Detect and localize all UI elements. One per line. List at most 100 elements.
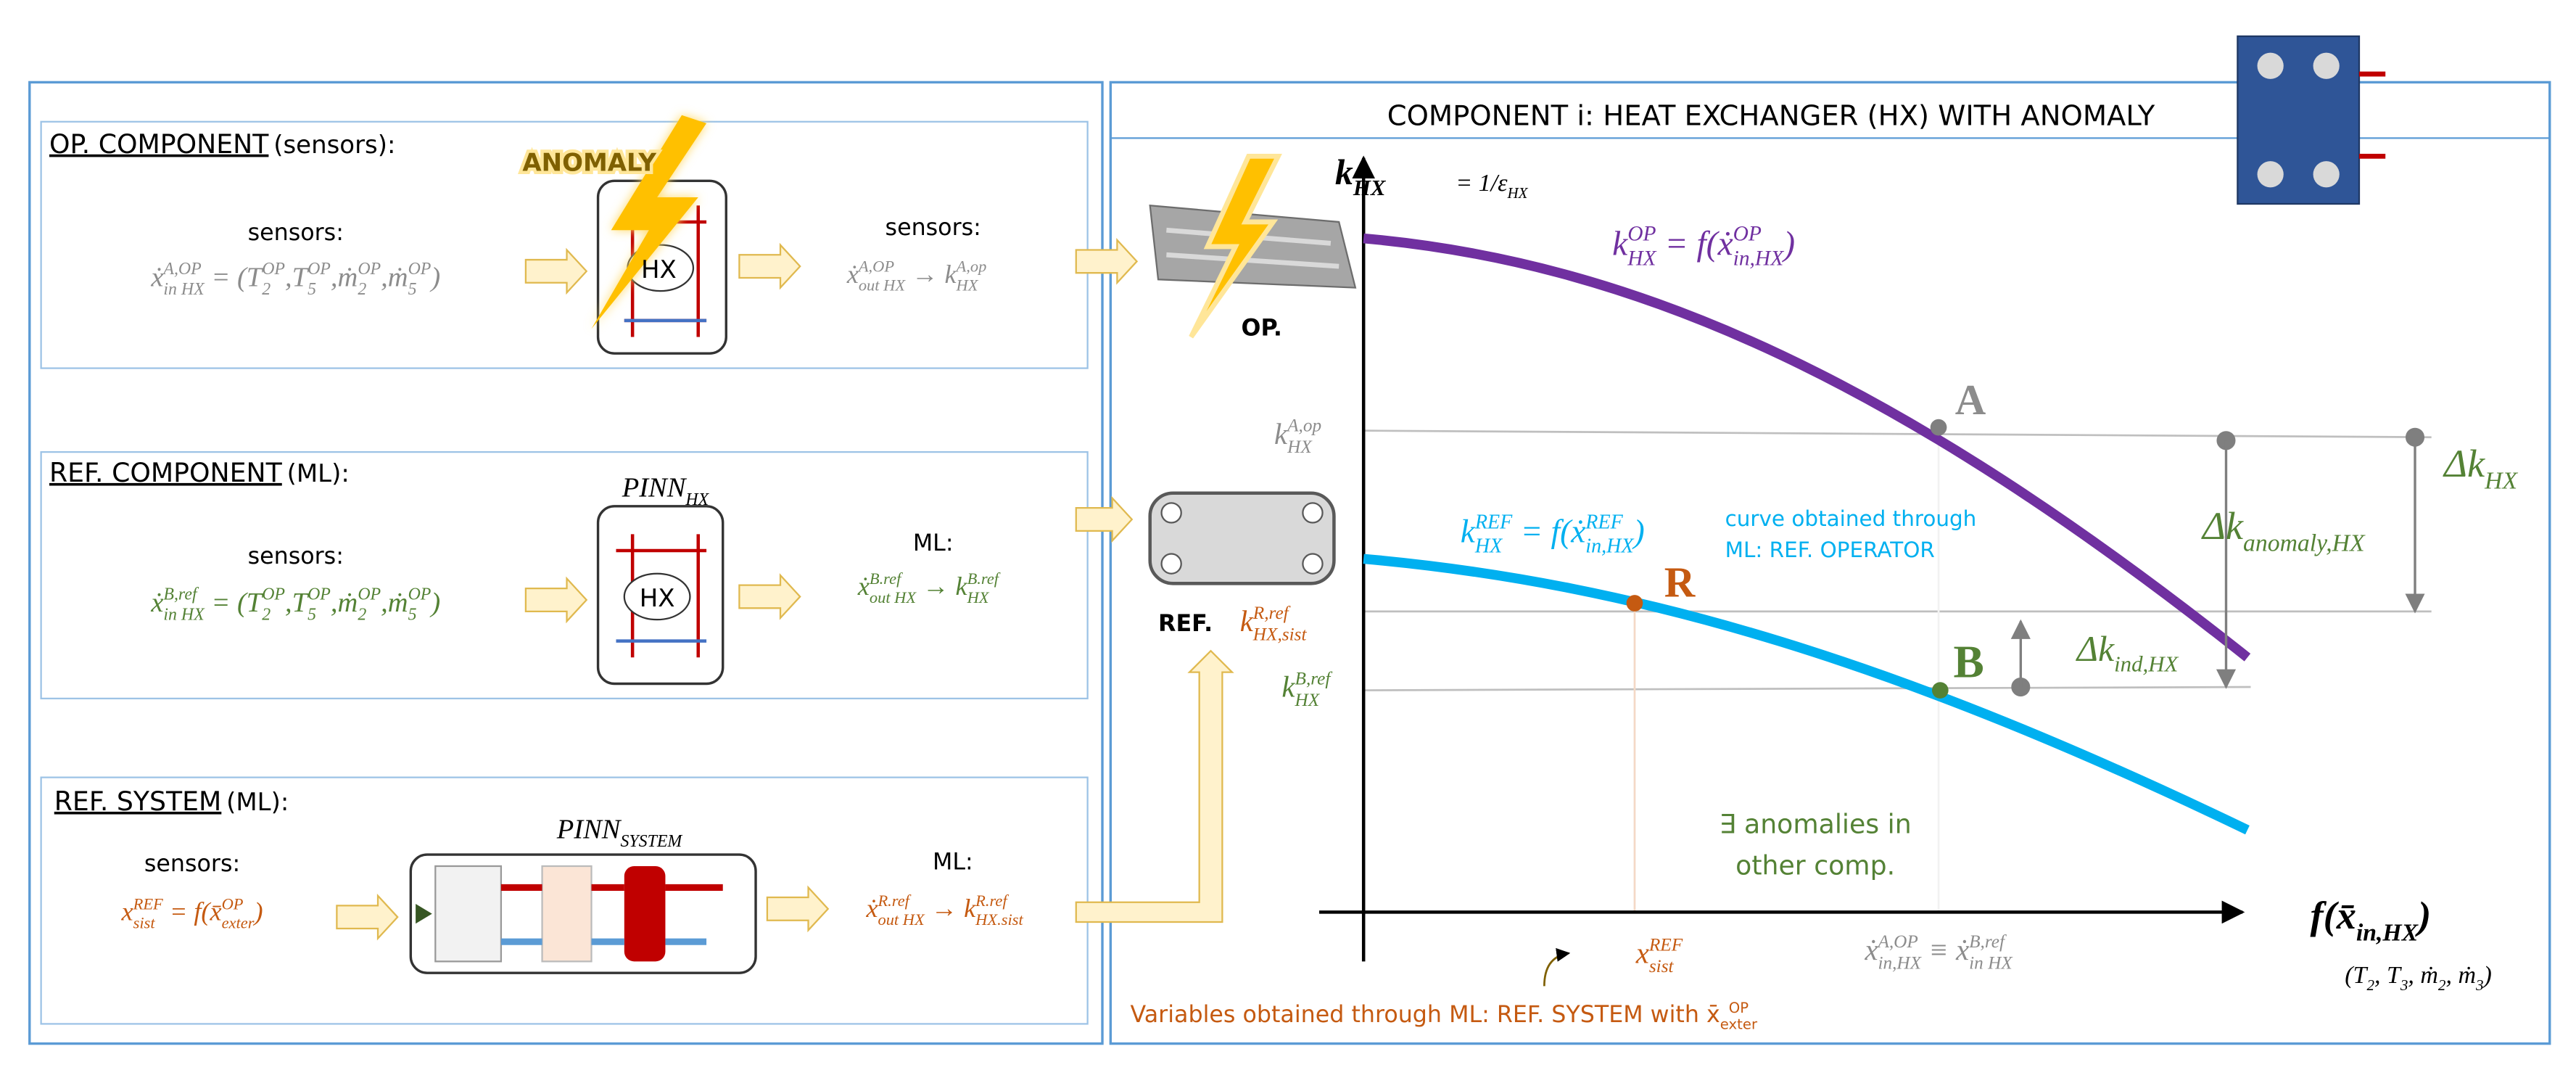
math-part: ) — [2414, 894, 2431, 937]
math-part: Δk — [2443, 442, 2485, 485]
math-part: R.ref — [877, 892, 911, 910]
math-part: 5 — [307, 280, 316, 299]
math-part: in,HX — [1733, 247, 1785, 271]
math-part: = (T — [205, 588, 264, 618]
section-title: REF. COMPONENT — [49, 457, 283, 488]
math-part: f(x̄ — [2310, 894, 2356, 937]
math-part: out HX — [870, 588, 917, 606]
math-part: REF — [1474, 511, 1513, 534]
output-formula: ẋout HXA,OP → kHXA,op — [846, 258, 987, 295]
math-part: OP — [307, 260, 331, 279]
delta-label: ΔkHX — [2443, 442, 2518, 494]
math-part: k — [1281, 671, 1295, 704]
delta-label: Δkanomaly,HX — [2201, 504, 2366, 556]
ml-label: ML: — [913, 530, 954, 556]
math-part: A,OP — [1876, 931, 1917, 952]
math-part: ẋ — [865, 894, 878, 923]
math-part: 2 — [358, 280, 366, 299]
math-part: , T — [2374, 962, 2402, 989]
math-part: OP — [1729, 1000, 1749, 1016]
math-part: ) — [2482, 962, 2492, 989]
y-value-label: kHXB,ref — [1281, 669, 1332, 710]
section-note: (ML): — [226, 788, 289, 817]
op-curve — [1363, 233, 2251, 662]
math-part: A,OP — [857, 258, 895, 276]
math-part: ) — [252, 897, 263, 926]
y-axis-label: kHX — [1335, 152, 1387, 200]
math-part: in HX — [163, 605, 205, 624]
left-panel — [28, 81, 1104, 1045]
math-part: OP — [358, 260, 381, 279]
math-part: OP — [408, 585, 432, 604]
y-axis-def: = 1/εHX — [1456, 170, 1528, 202]
math-part: 5 — [408, 605, 417, 624]
ref-curve-label: kHXREF = f(ẋin,HXREF) — [1461, 511, 1645, 558]
anomalies-note: other comp. — [1735, 849, 1895, 881]
math-part: OP — [222, 894, 244, 913]
math-part: ,ṁ — [381, 588, 408, 618]
math-part: ind,HX — [2114, 651, 2179, 677]
input-formula: ẋin HXB,ref = (T2OP,T5OP,ṁ2OP,ṁ5OP) — [150, 585, 440, 625]
math-part: HX — [2484, 467, 2518, 494]
math-part: = f(x̄ — [163, 897, 222, 926]
math-part: HX — [1287, 437, 1313, 457]
sys-box — [40, 776, 1089, 1025]
y-value-label: kHXA,op — [1274, 416, 1321, 457]
x-value-label: ẋin,HXA,OP ≡ ẋin HXB,ref — [1864, 931, 2013, 973]
system-block — [409, 853, 757, 974]
footnote: Variables obtained through ML: REF. SYST… — [1131, 1000, 1758, 1033]
sensors-label: sensors: — [144, 851, 240, 877]
math-part: OP — [262, 260, 285, 279]
math-part: B.ref — [967, 569, 1001, 588]
math-part: HX.sist — [975, 910, 1023, 929]
math-part: R,ref — [1252, 603, 1291, 623]
sensors-label: sensors: — [248, 543, 344, 569]
y-value-label: kHX,sistR,ref — [1240, 603, 1308, 644]
ref-label: REF. — [1158, 611, 1213, 637]
math-part: out HX — [859, 276, 907, 295]
math-part: in,HX — [1585, 535, 1635, 557]
math-part: 3 — [2400, 976, 2408, 994]
math-part: k — [1612, 225, 1628, 263]
math-part: 2 — [262, 605, 271, 624]
math-part: ) — [1781, 225, 1795, 263]
math-part: HX — [956, 276, 979, 295]
math-part: ẋ — [857, 572, 870, 601]
math-part: ,T — [285, 262, 310, 292]
math-part: exter — [1720, 1016, 1758, 1033]
point-label: A — [1955, 376, 1986, 424]
right-panel — [1109, 81, 2551, 1045]
hx-label: HX — [641, 255, 677, 284]
math-part: REF — [1648, 934, 1683, 955]
x-axis-vars: (T2, T3, ṁ2, ṁ3) — [2345, 962, 2492, 994]
math-part: REF — [133, 894, 163, 913]
math-part: → k — [905, 260, 957, 289]
math-part: 2 — [2366, 976, 2374, 994]
point-label: B — [1953, 635, 1983, 687]
math-part: REF — [1585, 511, 1623, 534]
math-part: 5 — [307, 605, 316, 624]
math-part: HX — [1295, 690, 1321, 710]
delta-arrows — [2010, 427, 2425, 697]
math-part: 3 — [2475, 976, 2484, 994]
math-part: A,OP — [162, 260, 201, 279]
math-part: ,ṁ — [331, 588, 358, 618]
math-part: k — [1274, 418, 1288, 450]
math-part: ≡ ẋ — [1921, 934, 1969, 966]
math-part: , ṁ — [2445, 962, 2476, 989]
ref-hx-image — [1148, 491, 1336, 585]
math-part: OP — [262, 585, 285, 604]
math-part: , ṁ — [2408, 962, 2438, 989]
math-part: PINN — [556, 814, 622, 844]
math-part: Δk — [2076, 629, 2115, 669]
math-part: R.ref — [975, 892, 1009, 910]
math-part: → k — [916, 572, 967, 601]
output-formula: ẋout HXR.ref → kHX.sistR.ref — [865, 892, 1023, 929]
math-part: HX,sist — [1252, 624, 1308, 644]
point-label: R — [1664, 559, 1696, 606]
math-part: ,ṁ — [331, 262, 358, 292]
curve-note: ML: REF. OPERATOR — [1725, 538, 1935, 562]
math-part: in HX — [163, 280, 205, 299]
math-part: = f(ẋ — [1656, 225, 1733, 263]
